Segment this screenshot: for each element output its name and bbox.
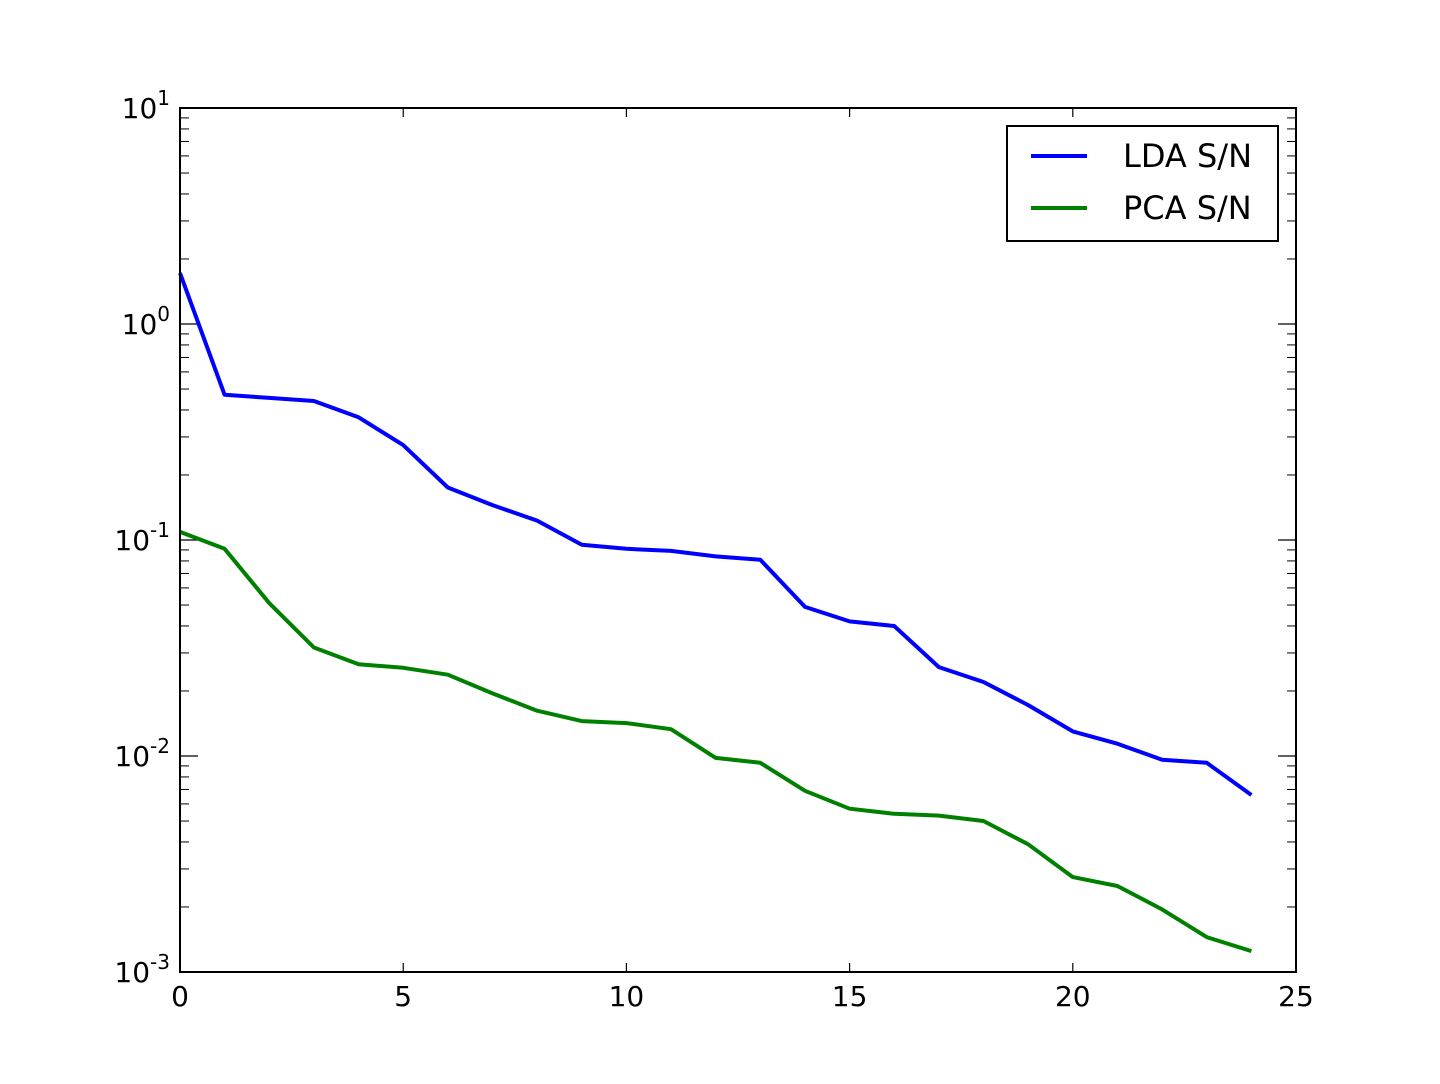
x-tick-label: 5 <box>394 980 412 1013</box>
series-line-0 <box>178 272 1253 797</box>
y-tick-label-exponent: 0 <box>157 302 170 326</box>
plot-frame <box>179 107 1297 973</box>
x-tick-label: 15 <box>832 980 868 1013</box>
series-line-1 <box>179 530 1252 954</box>
legend-label: PCA S/N <box>1123 189 1252 227</box>
y-tick-label-base: 10 <box>122 92 158 125</box>
y-tick-label-base: 10 <box>114 524 150 557</box>
y-tick-label: 10-1 <box>114 518 170 557</box>
y-tick-label-exponent: -3 <box>150 950 170 974</box>
y-tick-label-exponent: -2 <box>150 734 170 758</box>
x-tick-label: 0 <box>171 980 189 1013</box>
y-tick-label: 10-2 <box>114 734 170 773</box>
series-layer <box>178 272 1253 954</box>
x-tick-label: 10 <box>609 980 645 1013</box>
x-tick-label: 20 <box>1055 980 1091 1013</box>
y-tick-label-exponent: 1 <box>157 86 170 110</box>
y-tick-label-exponent: -1 <box>150 518 170 542</box>
y-tick-label: 10-3 <box>114 950 170 989</box>
legend-box <box>1006 125 1279 242</box>
y-tick-label-base: 10 <box>122 308 158 341</box>
x-tick-label: 25 <box>1278 980 1314 1013</box>
legend: LDA S/N PCA S/N <box>1006 125 1279 242</box>
y-tick-label: 100 <box>122 302 170 341</box>
y-tick-label-base: 10 <box>114 956 150 989</box>
y-tick-label: 101 <box>122 86 170 125</box>
legend-label: LDA S/N <box>1123 137 1252 175</box>
y-tick-label-base: 10 <box>114 740 150 773</box>
